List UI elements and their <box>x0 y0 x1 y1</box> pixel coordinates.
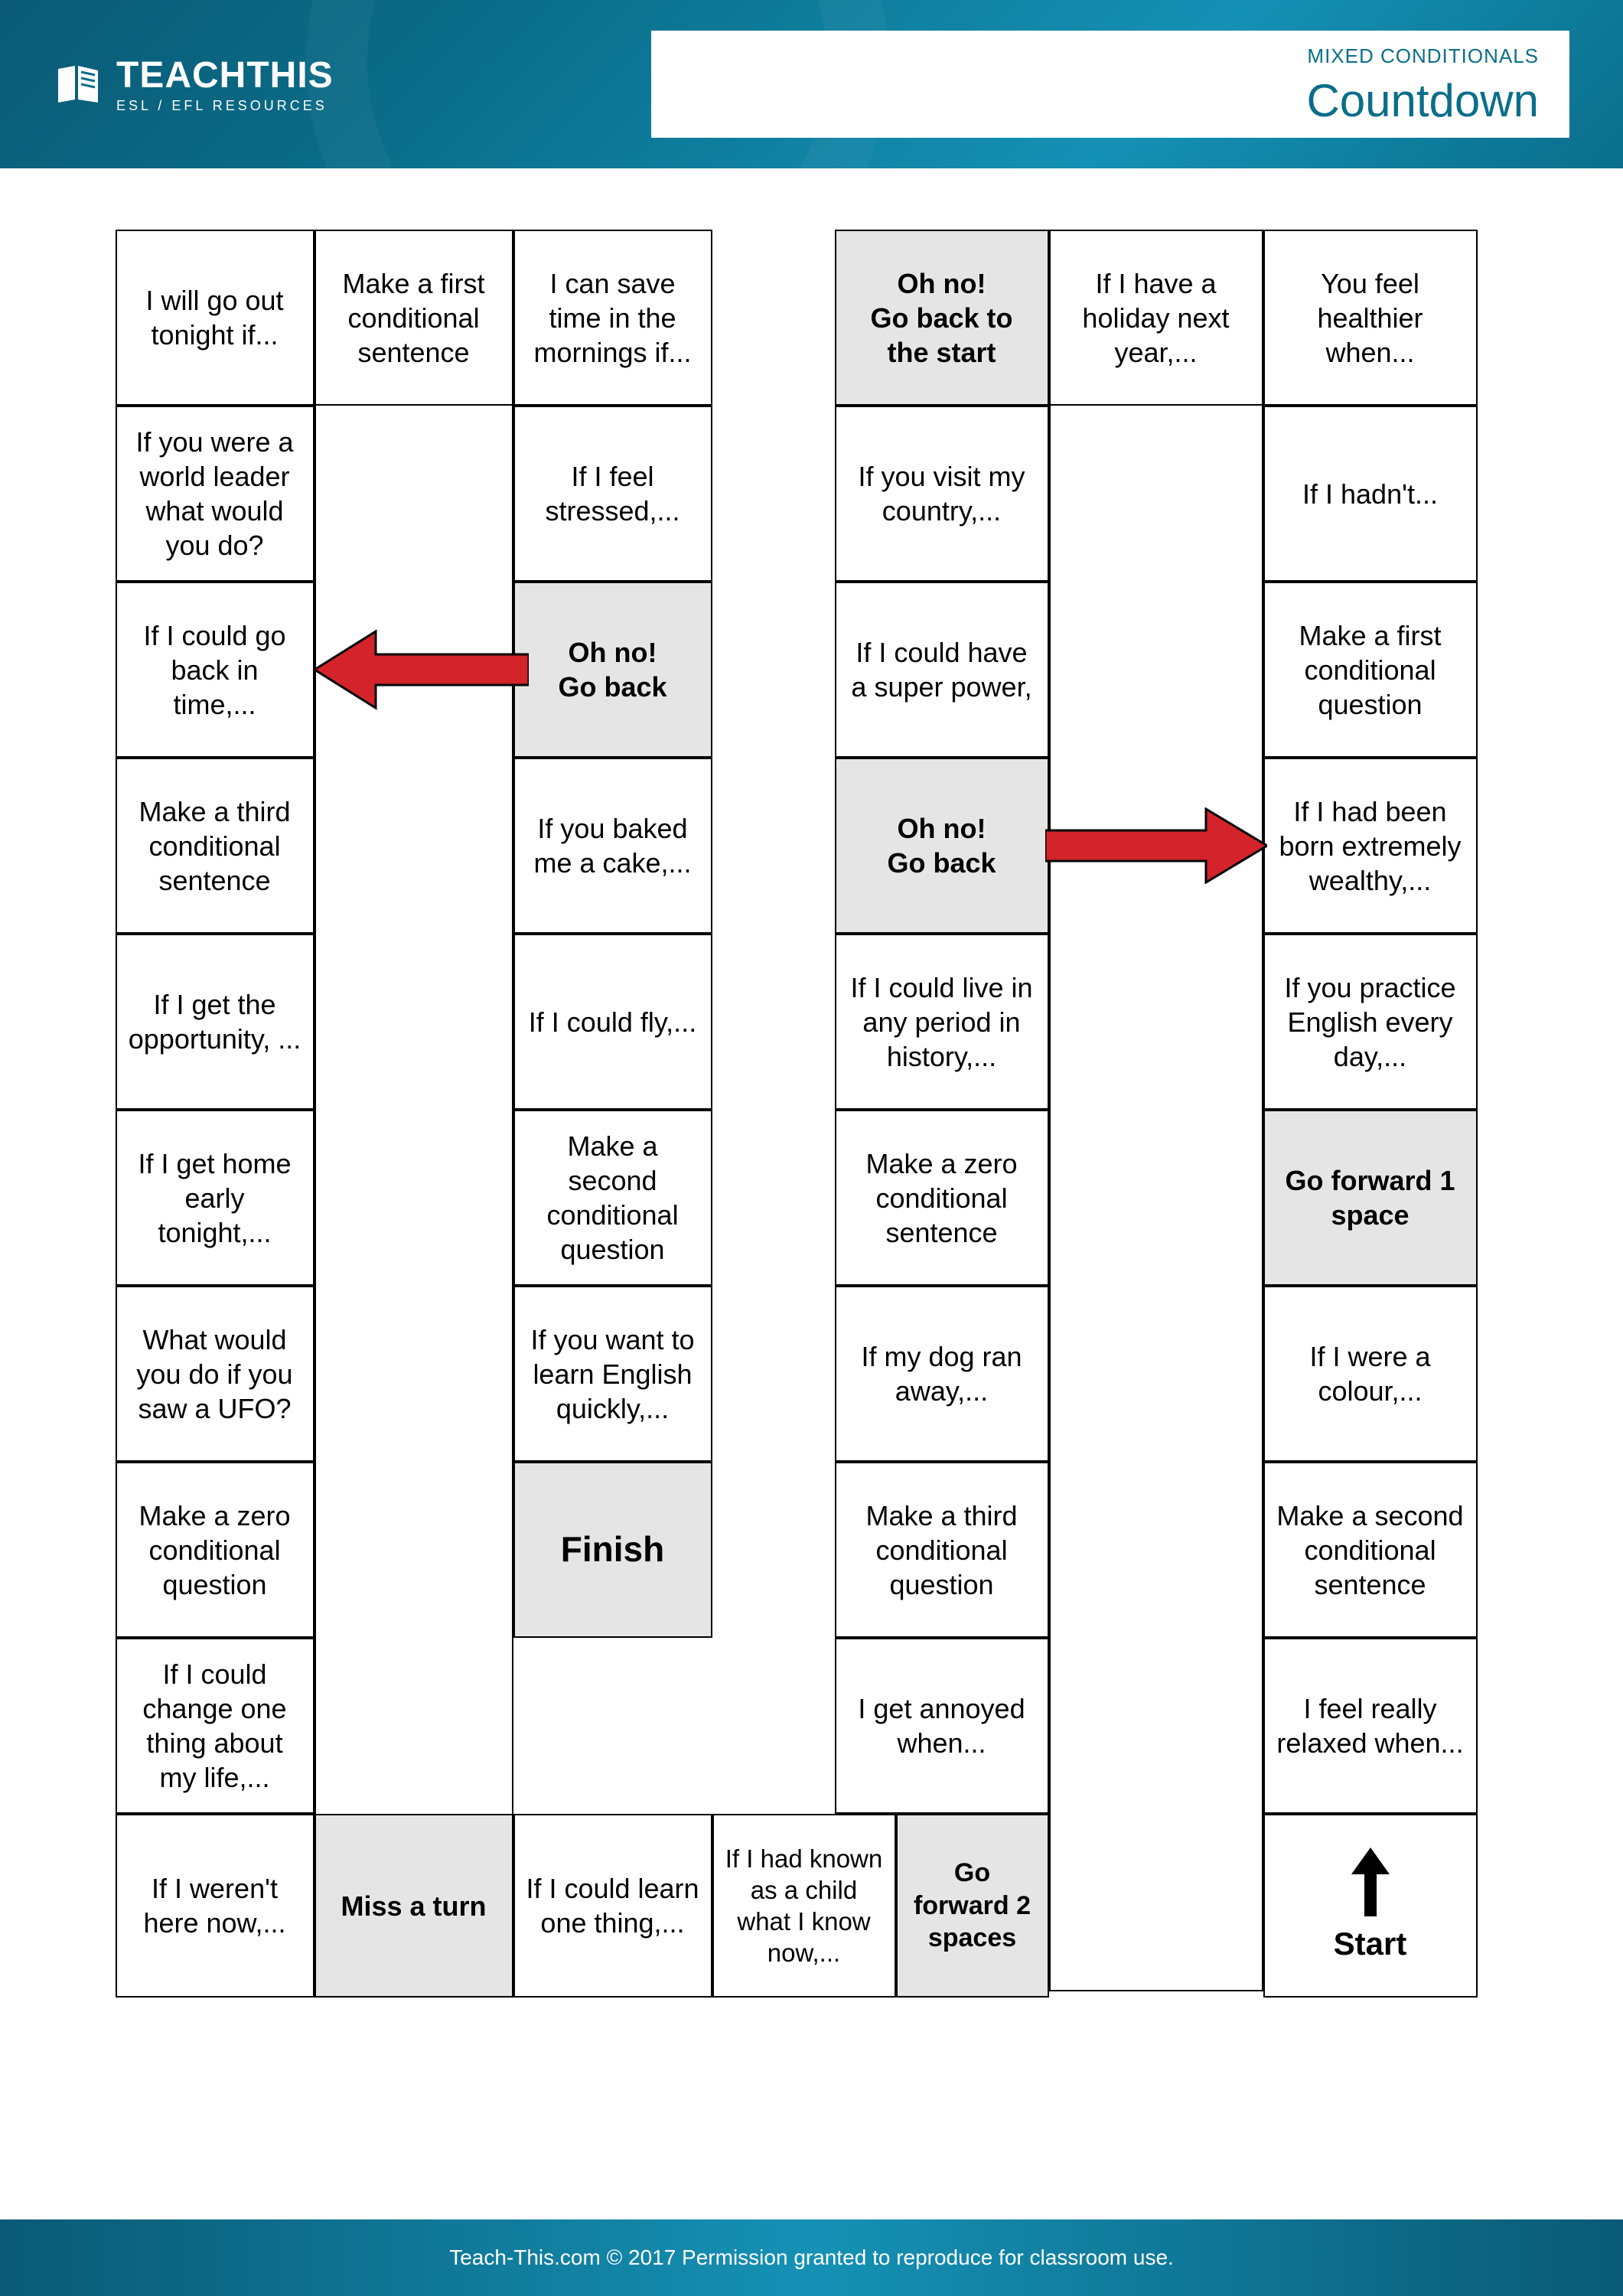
brand-tagline: ESL / EFL RESOURCES <box>116 98 334 114</box>
board-cell: If you baked me a cake,... <box>513 758 712 934</box>
board-wall <box>1049 406 1263 1990</box>
board-cell-goback-start: Oh no! Go back to the start <box>835 230 1049 406</box>
board-wall <box>314 406 513 1814</box>
board-cell: If I get the opportunity, ... <box>116 934 314 1110</box>
arrow-right-icon <box>1045 807 1267 888</box>
board-cell: If I could change one thing about my lif… <box>116 1638 314 1814</box>
board-cell: I can save time in the mornings if... <box>513 230 712 406</box>
board-cell: If I feel stressed,... <box>513 406 712 582</box>
board-cell: I get annoyed when... <box>835 1638 1049 1814</box>
board-cell: I feel really relaxed when... <box>1263 1638 1478 1814</box>
board-cell: If I have a holiday next year,... <box>1049 230 1263 406</box>
board-cell: Make a second conditional question <box>513 1110 712 1286</box>
board-cell: What would you do if you saw a UFO? <box>116 1286 314 1462</box>
board-cell: If I could learn one thing,... <box>513 1814 712 1998</box>
board-cell: Make a first conditional question <box>1263 582 1478 758</box>
start-label: Start <box>1334 1924 1407 1965</box>
page-header: TEACHTHIS ESL / EFL RESOURCES MIXED COND… <box>0 0 1623 168</box>
arrow-up-icon <box>1351 1848 1390 1916</box>
brand-logo: TEACHTHIS ESL / EFL RESOURCES <box>54 54 334 114</box>
arrow-left-icon <box>314 628 529 716</box>
category-label: MIXED CONDITIONALS <box>682 44 1539 68</box>
board-cell: If you practice English every day,... <box>1263 934 1478 1110</box>
page-title: Countdown <box>682 74 1539 127</box>
board-cell: Make a second conditional sentence <box>1263 1462 1478 1638</box>
board-cell: If I had known as a child what I know no… <box>712 1814 896 1998</box>
board-cell-start: Start <box>1263 1814 1478 1998</box>
board-cell-miss-turn: Miss a turn <box>314 1814 513 1998</box>
board-cell: Make a third conditional sentence <box>116 758 314 934</box>
board-cell-forward: Go forward 2 spaces <box>896 1814 1049 1998</box>
board-cell: If I could fly,... <box>513 934 712 1110</box>
board-cell-forward: Go forward 1 space <box>1263 1110 1478 1286</box>
board-cell: If I hadn't... <box>1263 406 1478 582</box>
brand-name: TEACHTHIS <box>116 54 334 96</box>
board-cell: If you visit my country,... <box>835 406 1049 582</box>
board-cell: If you were a world leader what would yo… <box>116 406 314 582</box>
board-cell: If my dog ran away,... <box>835 1286 1049 1462</box>
board-cell: If I get home early tonight,... <box>116 1110 314 1286</box>
board-cell: If I weren't here now,... <box>116 1814 314 1998</box>
board-wall <box>1049 1990 1263 1998</box>
board-cell: If I could go back in time,... <box>116 582 314 758</box>
board-cell: If you want to learn English quickly,... <box>513 1286 712 1462</box>
board-cell: If I could have a super power, <box>835 582 1049 758</box>
board-cell: Make a third conditional question <box>835 1462 1049 1638</box>
board-cell: I will go out tonight if... <box>116 230 314 406</box>
footer-text: Teach-This.com © 2017 Permission granted… <box>449 2245 1174 2270</box>
game-board: I will go out tonight if... Make a first… <box>116 230 1508 2174</box>
book-icon <box>54 60 103 109</box>
page-footer: Teach-This.com © 2017 Permission granted… <box>0 2219 1623 2296</box>
board-cell: Make a first conditional sentence <box>314 230 513 406</box>
board-cell-goback: Oh no! Go back <box>835 758 1049 934</box>
board-cell: You feel healthier when... <box>1263 230 1478 406</box>
board-cell: If I were a colour,... <box>1263 1286 1478 1462</box>
board-cell: If I had been born extremely wealthy,... <box>1263 758 1478 934</box>
title-box: MIXED CONDITIONALS Countdown <box>651 31 1569 138</box>
board-cell-finish: Finish <box>513 1462 712 1638</box>
board-cell: If I could live in any period in history… <box>835 934 1049 1110</box>
board-cell: Make a zero conditional sentence <box>835 1110 1049 1286</box>
board-cell: Make a zero conditional question <box>116 1462 314 1638</box>
board-cell-goback: Oh no! Go back <box>513 582 712 758</box>
